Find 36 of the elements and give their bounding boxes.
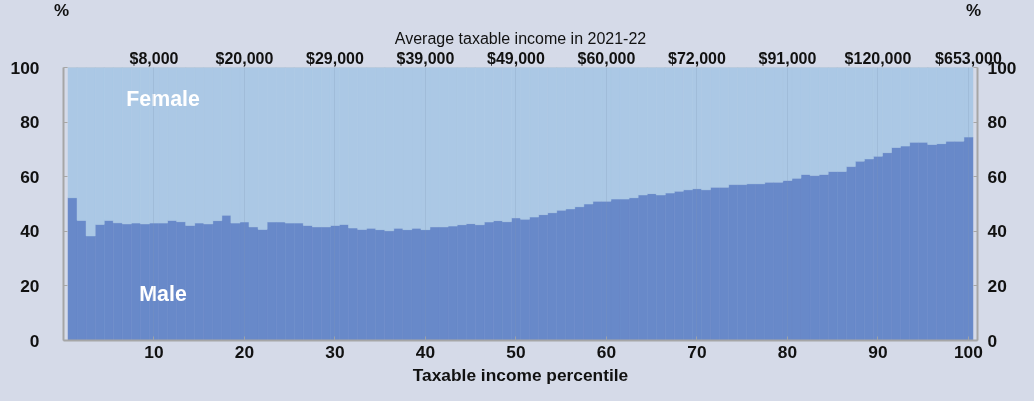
x-tick-label: 60 [596, 341, 617, 362]
y-tick-label: 0 [29, 330, 40, 351]
x-tick-label: 100 [953, 341, 983, 362]
x-tick-label: 80 [777, 341, 798, 362]
y2-tick-label: 20 [987, 275, 1007, 296]
y2-tick-label: 0 [987, 330, 998, 351]
y-tick-label: 40 [20, 221, 40, 242]
x-tick-label: 20 [234, 341, 255, 362]
x-tick-label: 90 [868, 341, 888, 362]
text: $120,000 [844, 49, 912, 67]
text: $49,000 [487, 49, 545, 67]
text: $72,000 [668, 49, 726, 67]
text: $20,000 [215, 49, 274, 67]
x-tick-label: 50 [506, 341, 526, 362]
x-tick-label: 10 [144, 341, 164, 362]
series-label: Male [139, 281, 187, 306]
y-tick-label: 20 [20, 275, 40, 296]
text: $91,000 [758, 49, 817, 67]
text: $8,000 [129, 49, 179, 67]
y2-tick-label: 80 [987, 112, 1007, 133]
y2-axis-title: % [966, 1, 982, 20]
text: $60,000 [577, 49, 636, 67]
x-axis-title: Taxable income percentile [412, 364, 629, 385]
y-axis-title: % [54, 1, 70, 20]
text: $39,000 [396, 49, 455, 67]
x-tick-label: 30 [325, 341, 345, 362]
x2-axis-title: Average taxable income in 2021-22 [394, 29, 647, 47]
series-label: Female [126, 86, 200, 111]
x-tick-label: 40 [415, 341, 436, 362]
y-tick-label: 100 [10, 57, 40, 78]
y-tick-label: 60 [20, 166, 40, 187]
text: $29,000 [306, 49, 364, 67]
x-tick-label: 70 [687, 341, 707, 362]
y2-tick-label: 40 [987, 221, 1007, 242]
y2-tick-label: 60 [987, 166, 1007, 187]
y-tick-label: 80 [20, 112, 40, 133]
